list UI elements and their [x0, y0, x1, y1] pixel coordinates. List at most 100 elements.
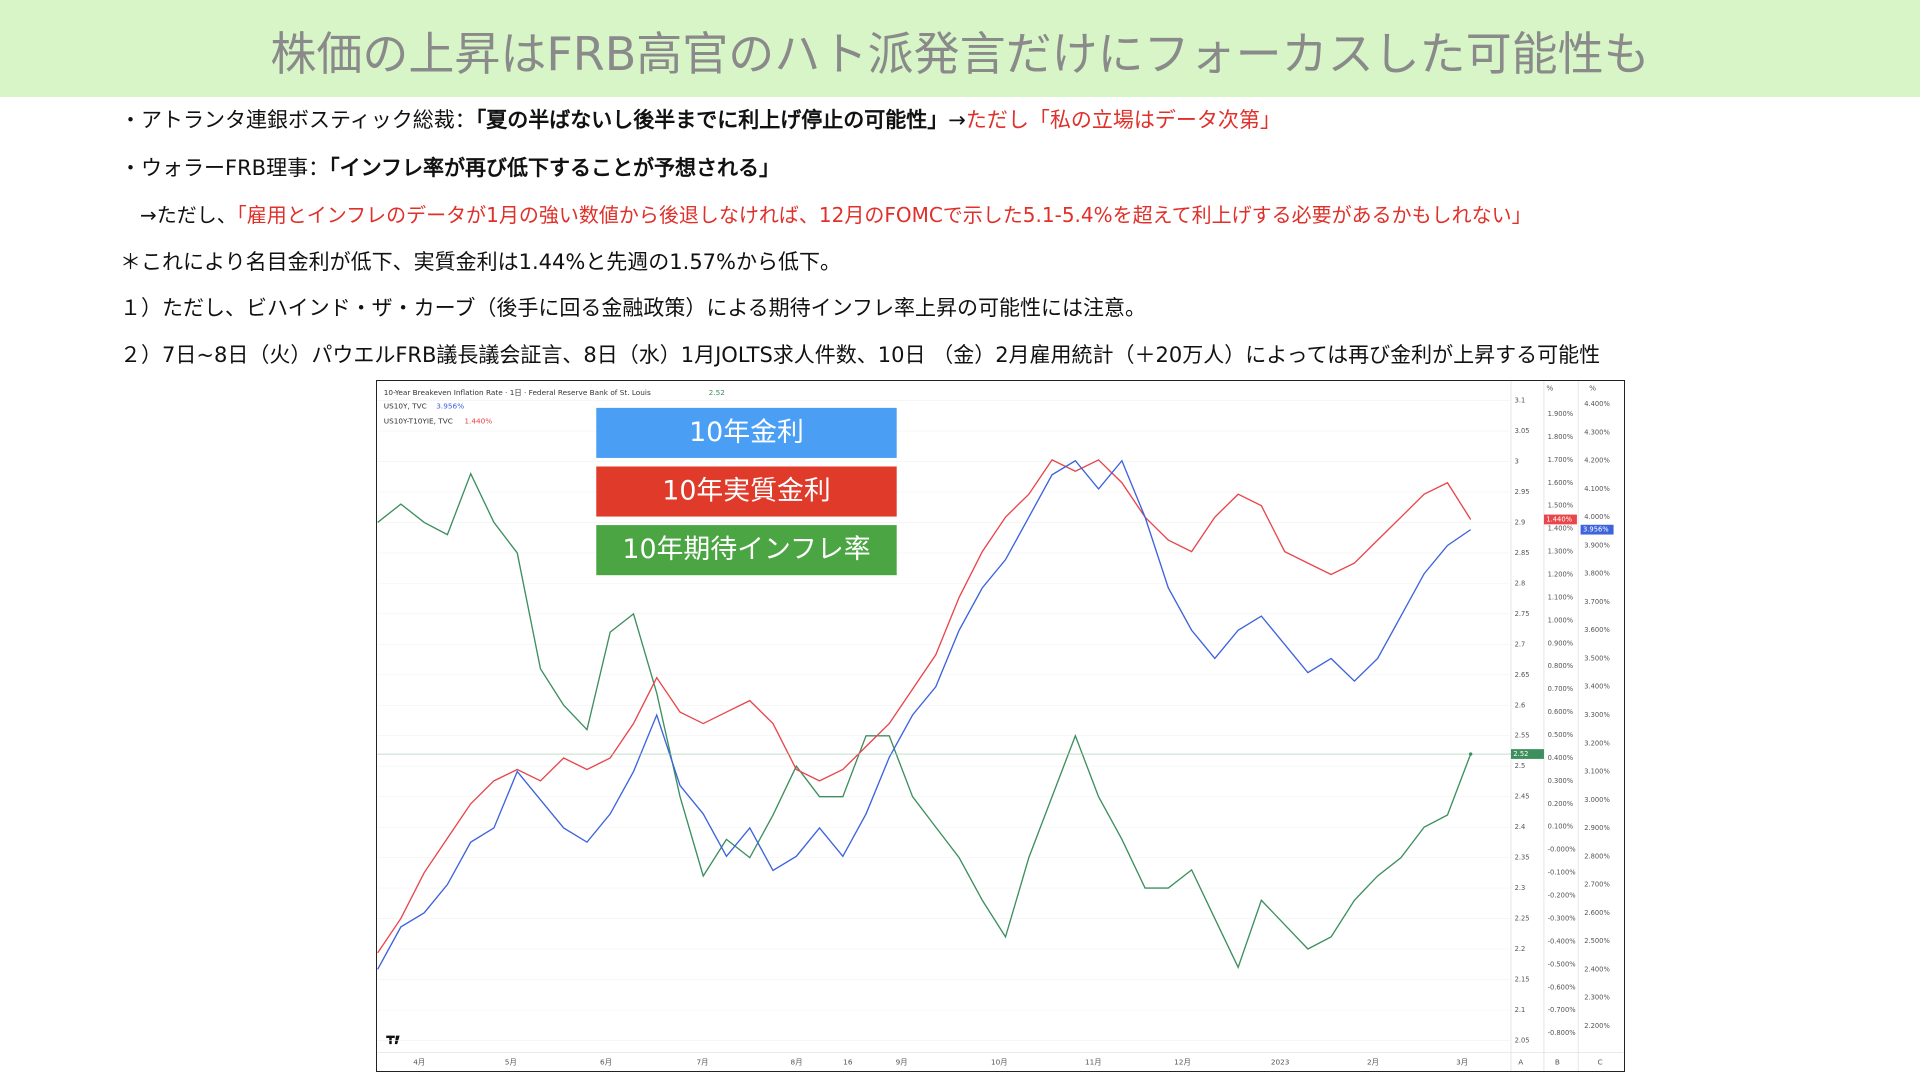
- last-value-badge: [1580, 524, 1614, 535]
- y-tick-label: 2.6: [1515, 701, 1526, 709]
- y-tick-label: 2.15: [1515, 976, 1530, 984]
- text: ・ウォラーFRB理事：: [120, 156, 330, 180]
- y-tick-label: 2.1: [1515, 1006, 1526, 1014]
- last-value-badge: [1510, 749, 1544, 759]
- y-tick-label: 4.400%: [1584, 400, 1610, 408]
- y-tick-label: 2.800%: [1584, 852, 1610, 860]
- y-tick-label: 3.1: [1515, 397, 1526, 405]
- y-tick-label: -0.500%: [1548, 960, 1576, 968]
- text: 「雇用とインフレのデータが1月の強い数値から後退しなければ、12月のFOMCで示…: [236, 203, 1532, 227]
- y-tick-label: 4.300%: [1584, 428, 1610, 436]
- text: ただし「私の立場はデータ次第」: [965, 108, 1281, 132]
- y-tick-label: 0.200%: [1548, 800, 1574, 808]
- y-tick-label: 2.500%: [1584, 937, 1610, 945]
- title-band: [0, 0, 1920, 97]
- symbol-value: 1.440%: [464, 416, 492, 425]
- y-tick-label: 0.500%: [1548, 731, 1574, 739]
- x-tick-label: 6月: [600, 1057, 612, 1066]
- y-tick-label: -0.100%: [1548, 869, 1576, 877]
- x-tick-label: 2月: [1367, 1057, 1379, 1066]
- text-line: ＊これにより名目金利が低下、実質金利は1.44%と先週の1.57%から低下。: [120, 246, 841, 276]
- y-tick-label: 2.7: [1515, 640, 1526, 648]
- axis-name: B: [1555, 1057, 1560, 1066]
- text-line: ２）7日~8日（火）パウエルFRB議長議会証言、8日（水）1月JOLTS求人件数…: [120, 339, 1600, 369]
- y-tick-label: 2.3: [1515, 884, 1526, 892]
- y-tick-label: 1.500%: [1548, 502, 1574, 510]
- y-tick-label: 3.600%: [1584, 626, 1610, 634]
- text: ＊これにより名目金利が低下、実質金利は1.44%と先週の1.57%から低下。: [120, 250, 842, 274]
- logo: [386, 1035, 400, 1045]
- y-tick-label: 1.400%: [1548, 525, 1574, 533]
- y-tick-label: 1.700%: [1548, 456, 1574, 464]
- y-tick-label: 4.000%: [1584, 513, 1610, 521]
- legend-label: 10年期待インフレ率: [622, 534, 870, 565]
- y-tick-label: 3.300%: [1584, 711, 1610, 719]
- y-tick-label: 3.800%: [1584, 570, 1610, 578]
- y-tick-label: -0.800%: [1548, 1029, 1576, 1037]
- x-tick-label: 10月: [991, 1057, 1008, 1066]
- y-tick-label: -0.300%: [1548, 914, 1576, 922]
- y-tick-label: 3.000%: [1584, 796, 1610, 804]
- y-tick-label: 4.100%: [1584, 485, 1610, 493]
- x-tick-label: 2023: [1271, 1057, 1290, 1066]
- x-tick-label: 4月: [413, 1057, 425, 1066]
- y-tick-label: -0.700%: [1548, 1006, 1576, 1014]
- x-tick-label: 5月: [505, 1057, 517, 1066]
- axis-unit: %: [1589, 383, 1596, 392]
- y-tick-label: 1.200%: [1548, 570, 1574, 578]
- y-tick-label: 1.800%: [1548, 433, 1574, 441]
- symbol-name: 10-Year Breakeven Inflation Rate · 1日 · …: [384, 388, 651, 397]
- symbol-value: 2.52: [709, 388, 725, 397]
- y-tick-label: 1.300%: [1548, 548, 1574, 556]
- y-tick-label: 2.5: [1515, 762, 1526, 770]
- series-line: [377, 471, 1472, 970]
- y-tick-label: 0.700%: [1548, 685, 1574, 693]
- x-tick-label: 9月: [896, 1057, 908, 1066]
- text-line: １）ただし、ビハインド・ザ・カーブ（後手に回る金融政策）による期待インフレ率上昇…: [120, 292, 1146, 322]
- x-tick-label: 12月: [1174, 1057, 1191, 1066]
- y-tick-label: 2.25: [1515, 915, 1530, 923]
- y-tick-label: 3: [1515, 457, 1519, 465]
- y-tick-label: 0.600%: [1548, 708, 1574, 716]
- series-line: [377, 459, 1472, 970]
- y-tick-label: 2.95: [1515, 488, 1530, 496]
- y-tick-label: 2.700%: [1584, 881, 1610, 889]
- y-tick-label: 0.900%: [1548, 639, 1574, 647]
- text: 「夏の半ばないし後半までに利上げ停止の可能性」: [475, 108, 949, 132]
- y-tick-label: 2.85: [1515, 549, 1530, 557]
- last-point: [1468, 752, 1473, 756]
- symbol-name: US10Y-T10YIE, TVC: [384, 416, 453, 425]
- axis-name: C: [1598, 1057, 1603, 1066]
- x-tick-label: 3月: [1456, 1057, 1468, 1066]
- text: ２）7日~8日（火）パウエルFRB議長議会証言、8日（水）1月JOLTS求人件数…: [120, 343, 1601, 367]
- axis-name: A: [1518, 1057, 1523, 1066]
- y-tick-label: 3.700%: [1584, 598, 1610, 606]
- legend-label: 10年実質金利: [662, 476, 830, 507]
- legend-box: [596, 466, 897, 517]
- y-tick-label: 2.900%: [1584, 824, 1610, 832]
- text: ・アトランタ連銀ボスティック総裁：: [120, 108, 476, 132]
- y-tick-label: 1.600%: [1548, 479, 1574, 487]
- axis-unit: %: [1546, 383, 1553, 392]
- text: １）ただし、ビハインド・ザ・カーブ（後手に回る金融政策）による期待インフレ率上昇…: [120, 296, 1147, 320]
- y-tick-label: 3.900%: [1584, 541, 1610, 549]
- last-value-label: 3.956%: [1583, 526, 1609, 534]
- legend-label: 10年金利: [689, 417, 804, 448]
- y-tick-label: 2.2: [1515, 945, 1526, 953]
- y-tick-label: 2.400%: [1584, 965, 1610, 973]
- last-value-label: 1.440%: [1546, 515, 1572, 523]
- y-tick-label: -0.600%: [1548, 983, 1576, 991]
- y-tick-label: 0.100%: [1548, 823, 1574, 831]
- symbol-value: 3.956%: [436, 402, 464, 411]
- y-tick-label: 2.300%: [1584, 994, 1610, 1002]
- x-tick-label: 11月: [1085, 1057, 1102, 1066]
- y-tick-label: 1.000%: [1548, 616, 1574, 624]
- x-tick-label: 7月: [697, 1057, 709, 1066]
- slide-title: 株価の上昇はFRB高官のハト派発言だけにフォーカスした可能性も: [270, 27, 1650, 81]
- y-tick-label: 2.8: [1515, 579, 1526, 587]
- y-tick-label: 2.600%: [1584, 909, 1610, 917]
- y-tick-label: 1.100%: [1548, 593, 1574, 601]
- series-line: [377, 459, 1472, 954]
- text-line: ・ウォラーFRB理事：「インフレ率が再び低下することが予想される」: [120, 152, 780, 182]
